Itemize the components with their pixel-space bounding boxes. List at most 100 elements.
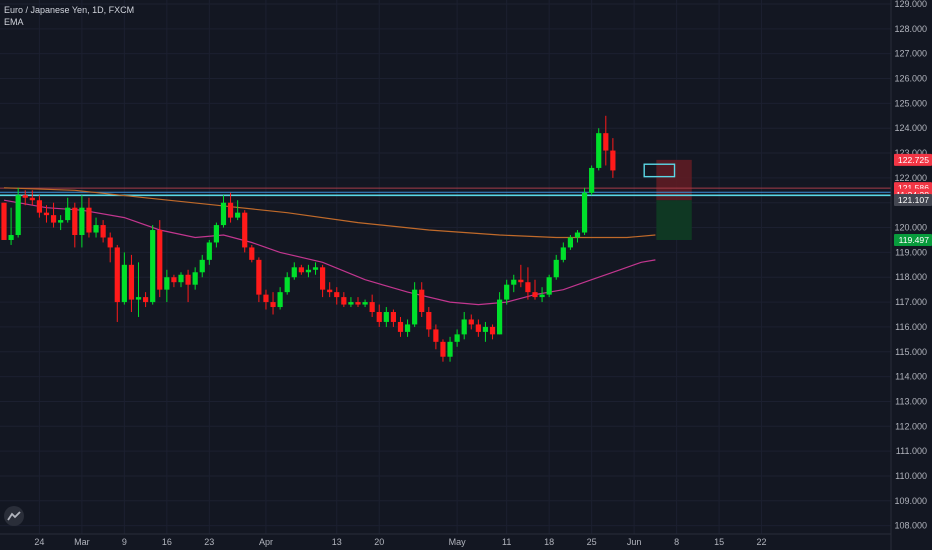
candle-body (235, 212, 241, 218)
x-tick-label: 9 (122, 537, 127, 547)
candle-body (284, 277, 290, 293)
candle-body (468, 319, 474, 325)
candle-body (1, 202, 7, 240)
candle-body (525, 282, 531, 293)
candle-body (107, 237, 113, 248)
candle-body (100, 225, 106, 238)
price-label-text: 121.586 (898, 183, 929, 193)
ema-fast-line (3, 199, 656, 306)
candle-body (348, 302, 354, 305)
candle-body (29, 197, 35, 201)
candle-body (114, 247, 120, 303)
candle-body (150, 230, 156, 303)
y-tick-label: 108.000 (894, 521, 927, 531)
y-tick-label: 111.000 (896, 446, 927, 456)
x-tick-label: 13 (332, 537, 342, 547)
indicator-label: EMA (4, 17, 24, 27)
y-tick-label: 125.000 (894, 98, 927, 108)
x-tick-label: Apr (259, 537, 273, 547)
candle-body (256, 259, 262, 295)
y-tick-label: 129.000 (894, 0, 927, 9)
candle-body (164, 277, 170, 290)
x-tick-label: 24 (34, 537, 44, 547)
candle-body (511, 279, 517, 285)
candle-body (277, 292, 283, 308)
price-label-text: 119.497 (899, 235, 930, 245)
y-tick-label: 126.000 (894, 74, 927, 84)
y-tick-label: 120.000 (894, 223, 927, 233)
candle-body (390, 312, 396, 322)
candle-body (291, 267, 297, 278)
y-tick-label: 117.000 (895, 297, 927, 307)
candle-body (603, 133, 609, 151)
candle-body (404, 324, 411, 332)
candle-body (178, 274, 184, 283)
candle-body (50, 215, 57, 223)
candle-body (270, 302, 276, 308)
candle-body (497, 299, 503, 335)
candle-body (567, 237, 573, 248)
candle-body (157, 230, 163, 290)
candle-body (589, 167, 595, 193)
x-tick-label: Jun (627, 537, 642, 547)
candle-body (447, 341, 453, 357)
candle-body (93, 225, 99, 233)
price-label-tag (894, 234, 932, 247)
price-label-tag (894, 194, 932, 207)
x-tick-label: 11 (502, 537, 511, 547)
candle-body (143, 297, 149, 303)
candle-body (504, 284, 510, 300)
candle-body (532, 292, 538, 298)
chart-legend: Euro / Japanese Yen, 1D, FXCM EMA (4, 4, 134, 28)
candle-body (298, 267, 304, 273)
candle-body (65, 207, 71, 221)
candle-body (15, 195, 21, 236)
candle-body (560, 247, 566, 260)
x-tick-label: 22 (757, 537, 767, 547)
candle-body (135, 297, 142, 300)
tradingview-logo-icon[interactable] (4, 506, 24, 526)
y-tick-label: 127.000 (894, 49, 927, 59)
candle-body (369, 302, 375, 313)
candle-body (440, 341, 446, 357)
candle-body (213, 225, 219, 243)
candle-body (305, 269, 312, 273)
x-tick-label: 15 (714, 537, 724, 547)
y-tick-label: 128.000 (894, 24, 927, 34)
price-label-text: 121.107 (898, 195, 929, 205)
candle-body (489, 326, 496, 335)
level-box (643, 163, 676, 178)
y-tick-label: 112.000 (895, 421, 927, 431)
x-tick-label: 16 (162, 537, 172, 547)
x-tick-label: 23 (204, 537, 214, 547)
y-tick-label: 116.000 (895, 322, 927, 332)
price-label-tag (894, 153, 932, 166)
y-tick-label: 109.000 (894, 496, 927, 506)
candle-body (482, 326, 489, 332)
candle-body (22, 195, 28, 198)
price-label-text: 122.725 (898, 155, 929, 165)
candle-body (312, 267, 319, 270)
candle-body (539, 294, 545, 298)
y-tick-label: 113.000 (895, 396, 927, 406)
candle-body (383, 312, 389, 322)
candle-body (397, 321, 404, 332)
candle-body (43, 212, 50, 216)
y-tick-label: 110.000 (895, 471, 927, 481)
candle-body (433, 329, 439, 342)
y-tick-label: 122.000 (894, 173, 927, 183)
candle-body (327, 289, 333, 293)
y-tick-label: 119.000 (895, 247, 927, 257)
candle-body (72, 207, 78, 236)
x-tick-label: 8 (674, 537, 679, 547)
candle-body (263, 294, 269, 303)
candle-body (199, 259, 205, 273)
candle-body (362, 302, 368, 305)
candle-body (574, 232, 581, 238)
y-tick-label: 114.000 (895, 372, 927, 382)
ema-slow-line (3, 187, 656, 239)
candle-body (206, 242, 212, 260)
candle-body (546, 277, 552, 295)
x-tick-label: 20 (374, 537, 384, 547)
